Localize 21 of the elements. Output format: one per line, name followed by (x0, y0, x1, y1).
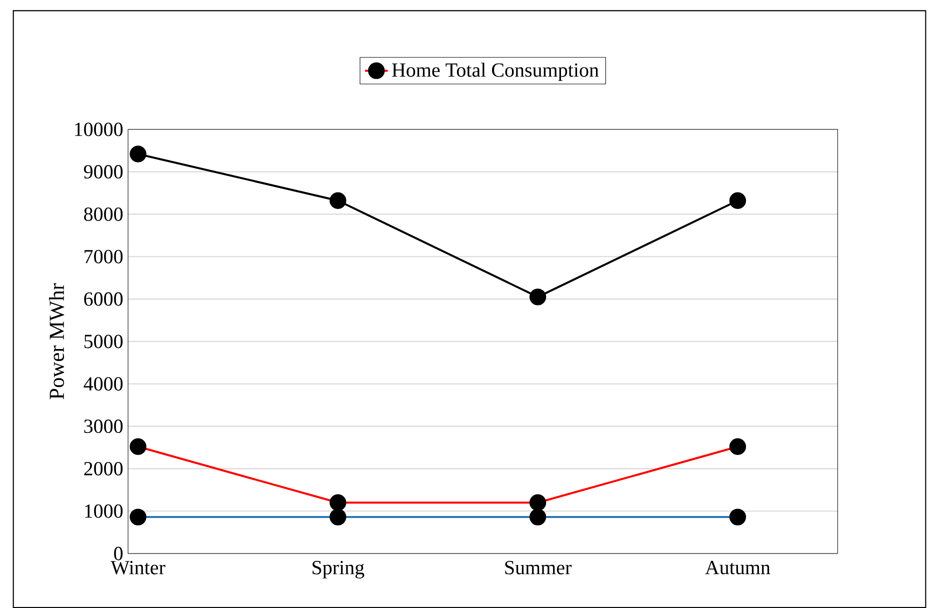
point (130, 146, 146, 162)
y-tick-label: 3000 (84, 419, 123, 433)
y-tick-label: 2000 (84, 462, 123, 476)
y-tick-label: 4000 (84, 377, 123, 391)
y-tick-label: 5000 (84, 334, 123, 348)
y-tick-label: 9000 (84, 164, 123, 178)
y-tick-label: 6000 (84, 292, 123, 306)
x-tick-label: Spring (312, 560, 364, 578)
y-tick-label: 8000 (84, 207, 123, 221)
legend-label: Home Total Consumption (392, 62, 599, 81)
y-tick-label: 1000 (85, 504, 123, 518)
y-tick-label: 0 (114, 546, 123, 560)
y-axis-title: Power MWhr (49, 283, 64, 400)
y-tick-label: 10000 (75, 122, 123, 136)
x-tick-label: Winter (110, 560, 166, 574)
x-tick-label: Summer (505, 560, 572, 574)
point (729, 192, 746, 209)
point (330, 192, 346, 209)
y-tick-label: 7000 (84, 250, 123, 264)
x-tick-label: Autumn (705, 560, 770, 574)
point (529, 288, 546, 306)
